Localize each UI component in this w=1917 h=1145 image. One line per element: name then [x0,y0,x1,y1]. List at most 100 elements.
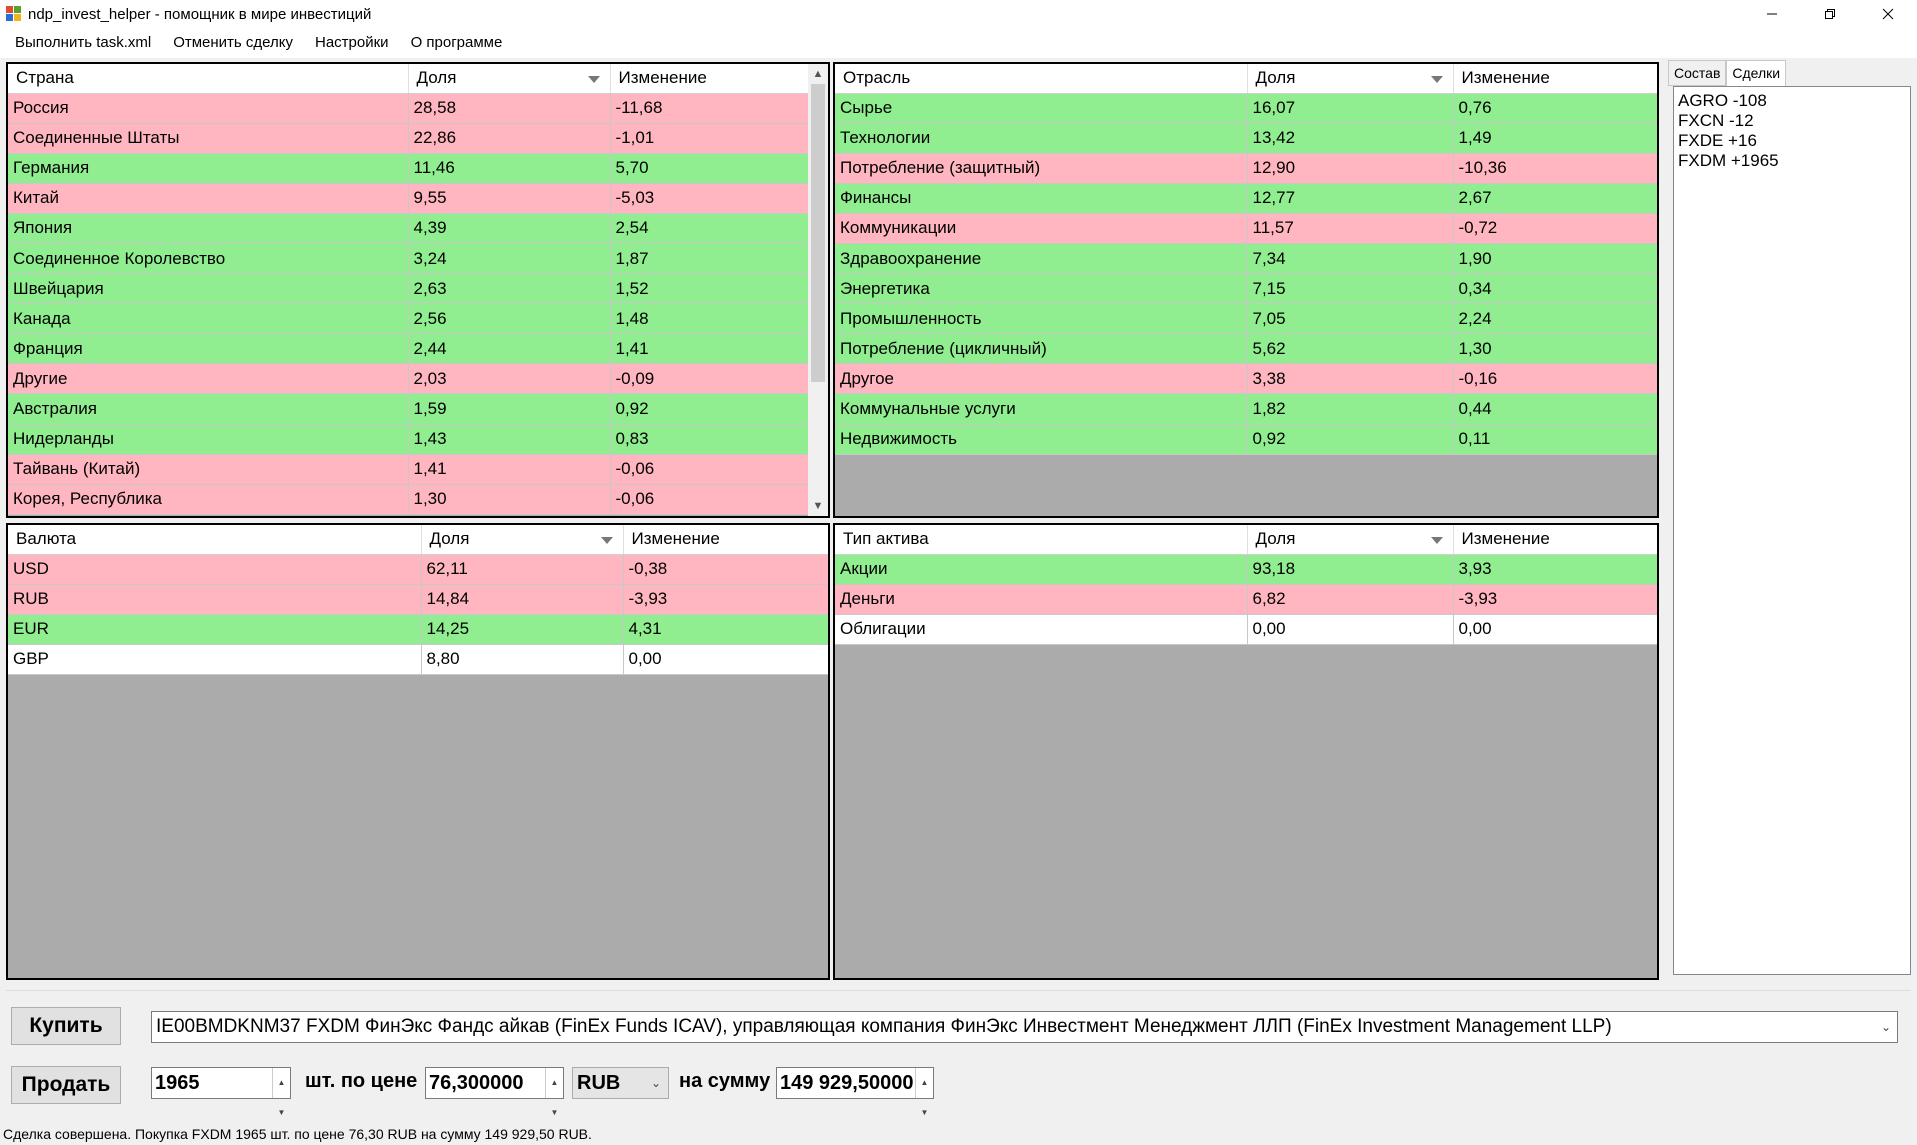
cell-share[interactable]: 7,34 [1247,243,1454,275]
country-header-change[interactable]: Изменение [610,64,811,94]
cell-share[interactable]: 16,07 [1247,93,1454,124]
cell-change[interactable]: 0,11 [1453,424,1657,455]
cell-change[interactable]: 0,83 [610,424,811,455]
cell-share[interactable]: 8,80 [421,644,624,675]
cell-change[interactable]: 1,41 [610,333,811,365]
cell-name[interactable]: Австралия [8,393,409,425]
sector-header-change[interactable]: Изменение [1453,64,1657,94]
sector-header-name[interactable]: Отрасль [835,64,1248,94]
cell-change[interactable]: 1,87 [610,243,811,275]
close-icon[interactable] [1859,0,1917,28]
menu-settings[interactable]: Настройки [315,34,389,51]
sector-header-share[interactable]: Доля [1247,64,1454,94]
cell-share[interactable]: 1,43 [408,424,611,455]
cell-change[interactable]: 2,67 [1453,183,1657,214]
menu-run-task[interactable]: Выполнить task.xml [15,34,152,51]
cell-change[interactable]: -0,06 [610,454,811,485]
instrument-select[interactable]: IE00BMDKNM37 FXDM ФинЭкс Фандс айкав (Fi… [151,1011,1898,1043]
cell-name[interactable]: Соединенное Королевство [8,243,409,275]
table-row[interactable]: Деньги 6,82 -3,93 [835,584,1657,615]
cell-name[interactable]: RUB [8,584,422,615]
table-row[interactable]: Потребление (цикличный) 5,62 1,30 [835,333,1657,365]
cell-share[interactable]: 4,39 [408,213,611,244]
country-grid[interactable]: Страна Доля Изменение Россия 28,58 -11,68 С… [6,62,830,518]
table-row[interactable]: Австралия 1,59 0,92 [8,393,811,425]
sector-grid[interactable]: Отрасль Доля Изменение Сырье 16,07 0,76 Тех… [833,62,1659,518]
cell-name[interactable]: Швейцария [8,273,409,305]
tab-deals[interactable]: Сделки [1726,60,1787,88]
price-stepper[interactable]: 76,300000 ▲ ▼ [425,1067,564,1117]
sell-button[interactable]: Продать [11,1066,121,1104]
cell-name[interactable]: EUR [8,614,422,645]
country-header-share[interactable]: Доля [408,64,611,94]
asset-header-name[interactable]: Тип актива [835,525,1248,555]
cell-name[interactable]: Коммунальные услуги [835,393,1248,425]
table-row[interactable]: Тайвань (Китай) 1,41 -0,06 [8,454,811,485]
cell-change[interactable]: -10,36 [1453,153,1657,184]
table-row[interactable]: GBP 8,80 0,00 [8,644,828,675]
cell-name[interactable]: Тайвань (Китай) [8,454,409,485]
cell-share[interactable]: 12,90 [1247,153,1454,184]
cell-change[interactable]: -3,93 [623,584,828,615]
cell-name[interactable]: Энергетика [835,273,1248,305]
table-row[interactable]: Сырье 16,07 0,76 [835,93,1657,124]
cell-share[interactable]: 9,55 [408,183,611,214]
cell-change[interactable]: -0,72 [1453,213,1657,244]
quantity-stepper[interactable]: 1965 ▲ ▼ [151,1067,291,1117]
buy-button[interactable]: Купить [11,1007,121,1045]
cell-share[interactable]: 2,03 [408,363,611,395]
cell-name[interactable]: Технологии [835,123,1248,154]
chevron-down-icon[interactable]: ⌄ [1880,1020,1891,1034]
table-row[interactable]: Другие 2,03 -0,09 [8,363,811,395]
table-row[interactable]: Недвижимость 0,92 0,11 [835,424,1657,455]
spin-icon[interactable]: ▲ ▼ [545,1068,563,1117]
currency-header-change[interactable]: Изменение [623,525,828,555]
cell-share[interactable]: 7,15 [1247,273,1454,305]
cell-name[interactable]: Здравоохранение [835,243,1248,275]
table-row[interactable]: Потребление (защитный) 12,90 -10,36 [835,153,1657,184]
table-row[interactable]: USD 62,11 -0,38 [8,554,828,585]
cell-change[interactable]: 5,70 [610,153,811,184]
cell-share[interactable]: 93,18 [1247,554,1454,585]
cell-share[interactable]: 6,82 [1247,584,1454,615]
cell-change[interactable]: -0,06 [610,484,811,515]
table-row[interactable]: Соединенные Штаты 22,86 -1,01 [8,123,811,154]
cell-share[interactable]: 11,46 [408,153,611,184]
cell-change[interactable]: 0,00 [1453,614,1657,645]
table-row[interactable]: Коммуникации 11,57 -0,72 [835,213,1657,244]
cell-change[interactable]: -5,03 [610,183,811,214]
cell-share[interactable]: 62,11 [421,554,624,585]
cell-share[interactable]: 3,24 [408,243,611,275]
cell-name[interactable]: Коммуникации [835,213,1248,244]
cell-change[interactable]: 0,44 [1453,393,1657,425]
currency-header-name[interactable]: Валюта [8,525,422,555]
table-row[interactable]: Коммунальные услуги 1,82 0,44 [835,393,1657,425]
cell-share[interactable]: 11,57 [1247,213,1454,244]
table-row[interactable]: Швейцария 2,63 1,52 [8,273,811,305]
cell-change[interactable]: -11,68 [610,93,811,124]
cell-share[interactable]: 12,77 [1247,183,1454,214]
cell-change[interactable]: 1,90 [1453,243,1657,275]
cell-share[interactable]: 1,59 [408,393,611,425]
list-item[interactable]: AGRO -108 [1678,91,1767,110]
cell-share[interactable]: 7,05 [1247,303,1454,335]
cell-change[interactable]: 3,93 [1453,554,1657,585]
table-row[interactable]: Япония 4,39 2,54 [8,213,811,244]
cell-name[interactable]: Германия [8,153,409,184]
menu-undo-deal[interactable]: Отменить сделку [173,34,293,51]
cell-name[interactable]: GBP [8,644,422,675]
cell-share[interactable]: 2,56 [408,303,611,335]
chevron-down-icon[interactable]: ⌄ [650,1076,661,1090]
cell-share[interactable]: 2,44 [408,333,611,365]
table-row[interactable]: Германия 11,46 5,70 [8,153,811,184]
cell-name[interactable]: Финансы [835,183,1248,214]
cell-change[interactable]: -0,38 [623,554,828,585]
cell-name[interactable]: Россия [8,93,409,124]
cell-change[interactable]: 1,52 [610,273,811,305]
cell-share[interactable]: 1,30 [408,484,611,515]
cell-name[interactable]: Франция [8,333,409,365]
currency-grid[interactable]: Валюта Доля Изменение USD 62,11 -0,38 RUB 14… [6,523,830,980]
sum-stepper[interactable]: 149 929,50000 ▲ ▼ [776,1067,934,1117]
cell-name[interactable]: Сырье [835,93,1248,124]
cell-change[interactable]: 4,31 [623,614,828,645]
